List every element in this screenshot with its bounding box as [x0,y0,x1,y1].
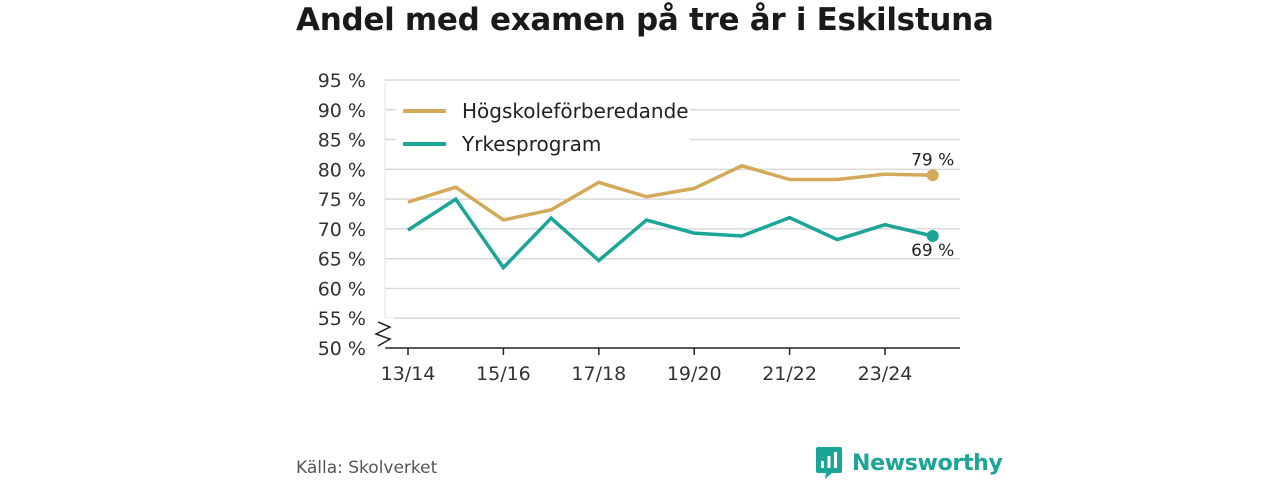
newsworthy-logo-icon [816,447,842,479]
end-point-marker [926,230,939,243]
y-tick-label: 80 % [318,159,366,181]
x-tick-label: 15/16 [476,363,531,385]
data-point [645,218,649,222]
end-value-label: 69 % [911,241,954,261]
data-point [788,177,792,181]
y-tick-label: 55 % [318,308,366,330]
legend-label: Yrkesprogram [461,132,601,156]
data-point [835,177,839,181]
end-point-marker [926,169,939,182]
data-point [740,164,744,168]
line-chart: 50 % 55 % 60 % 65 % 70 % 75 % 80 % 85 % 90 % 95 %… [318,70,960,385]
y-axis-labels: 50 % 55 % 60 % 65 % 70 % 75 % 80 % 85 % 90 % 95 % [318,70,366,360]
source-note: Källa: Skolverket [296,458,438,478]
y-tick-label: 70 % [318,219,366,241]
data-point [835,238,839,242]
chart-title: Andel med examen på tre år i Eskilstuna [296,2,994,38]
series-hogskoleforberedande: 79 % [406,150,954,222]
data-point [549,208,553,212]
data-point [501,218,505,222]
series-line [407,163,933,222]
y-tick-label: 60 % [318,278,366,300]
data-point [788,216,792,220]
y-tick-label: 95 % [318,70,366,92]
x-tick-label: 13/14 [381,363,436,385]
legend-label: Högskoleförberedande [462,99,689,123]
data-point [692,186,696,190]
data-point [501,266,505,270]
series-line [407,196,934,271]
data-point [597,180,601,184]
data-point [692,231,696,235]
data-point [406,228,410,232]
data-point [883,172,887,176]
data-point [406,200,410,204]
series-lines: 79 % 69 % [406,150,954,271]
data-point [454,185,458,189]
y-tick-label: 75 % [318,189,366,211]
y-tick-label: 90 % [318,100,366,122]
data-point [549,216,553,220]
series-yrkesprogram: 69 % [406,196,954,271]
x-tick-label: 19/20 [667,363,722,385]
x-tick-label: 21/22 [762,363,817,385]
x-axis: 13/14 15/16 17/18 19/20 21/22 23/24 [374,80,960,385]
data-point [883,223,887,227]
x-tick-label: 23/24 [858,363,913,385]
y-tick-label: 85 % [318,130,366,152]
data-point [740,234,744,238]
data-point [645,195,649,199]
end-value-label: 79 % [911,150,954,170]
y-tick-label: 65 % [318,249,366,271]
y-tick-label: 50 % [318,338,366,360]
data-point [454,197,458,201]
legend: Högskoleförberedande Yrkesprogram [396,93,690,157]
axis-break-icon [374,321,392,347]
data-point [597,258,601,262]
legend-background [396,93,690,157]
brand-logo[interactable]: Newsworthy [815,446,1003,480]
x-tick-label: 17/18 [571,363,626,385]
brand-name: Newsworthy [852,450,1003,476]
